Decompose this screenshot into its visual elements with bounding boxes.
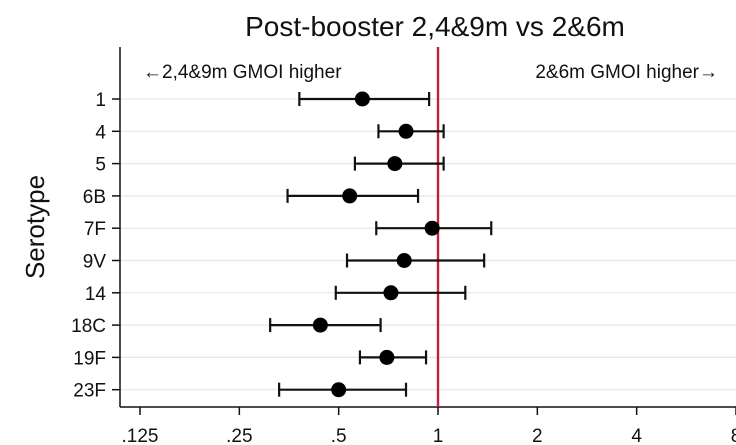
estimate-point-9V bbox=[396, 253, 412, 268]
x-ticks: .125 .25 .5 1 2 4 8 bbox=[122, 407, 736, 445]
x-tick-label-2: 2 bbox=[532, 426, 543, 445]
annotation-right: 2&6m GMOI higher→ bbox=[535, 62, 718, 83]
gridlines bbox=[120, 98, 736, 391]
x-tick-label-.25: .25 bbox=[226, 426, 252, 445]
y-tick-label-18C: 18C bbox=[71, 316, 106, 337]
estimates bbox=[269, 91, 493, 398]
estimate-point-1 bbox=[354, 91, 370, 107]
x-tick-label-1: 1 bbox=[433, 426, 444, 445]
y-tick-label-7F: 7F bbox=[84, 219, 106, 240]
estimate-point-4 bbox=[398, 123, 414, 139]
estimate-point-7F bbox=[424, 220, 440, 236]
y-tick-label-4: 4 bbox=[95, 122, 106, 143]
y-axis-label: Serotype bbox=[20, 175, 50, 279]
y-tick-label-1: 1 bbox=[95, 90, 106, 111]
annotation-left: ←2,4&9m GMOI higher bbox=[143, 62, 342, 83]
estimate-point-23F bbox=[331, 382, 347, 398]
y-tick-label-23F: 23F bbox=[73, 381, 106, 402]
estimate-point-6B bbox=[342, 188, 358, 204]
x-tick-label-4: 4 bbox=[631, 426, 642, 445]
estimate-point-14 bbox=[383, 285, 399, 301]
y-tick-label-5: 5 bbox=[95, 155, 106, 176]
estimate-point-19F bbox=[379, 349, 395, 365]
y-tick-label-19F: 19F bbox=[73, 348, 106, 369]
chart-title: Post-booster 2,4&9m vs 2&6m bbox=[245, 11, 625, 42]
estimate-point-18C bbox=[312, 317, 328, 333]
x-tick-label-.5: .5 bbox=[331, 426, 347, 445]
x-tick-label-8: 8 bbox=[731, 426, 736, 445]
y-tick-label-14: 14 bbox=[85, 284, 107, 305]
y-tick-label-9V: 9V bbox=[83, 252, 107, 273]
estimate-point-5 bbox=[387, 156, 403, 172]
y-tick-label-6B: 6B bbox=[83, 187, 106, 208]
x-tick-label-.125: .125 bbox=[122, 426, 159, 445]
